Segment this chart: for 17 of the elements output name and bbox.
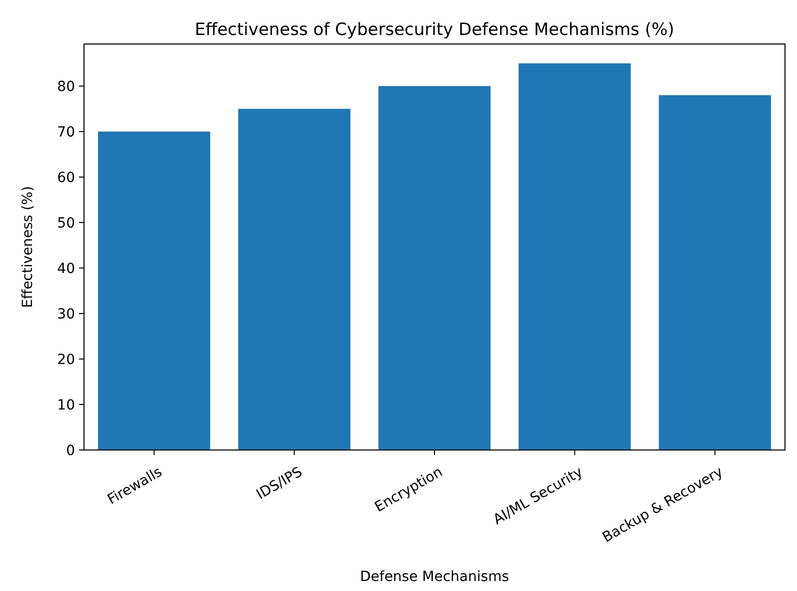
y-tick-label: 40 bbox=[57, 260, 75, 277]
bar bbox=[238, 108, 350, 450]
y-tick-label: 50 bbox=[57, 215, 75, 232]
y-tick-label: 60 bbox=[57, 170, 75, 186]
chart-title: Effectiveness of Cybersecurity Defense Mechanisms (%) bbox=[194, 20, 674, 40]
y-tick-label: 80 bbox=[57, 78, 75, 95]
bar bbox=[98, 132, 210, 450]
y-tick-label: 70 bbox=[57, 124, 75, 140]
y-tick-label: 20 bbox=[57, 352, 75, 368]
x-axis-title: Defense Mechanisms bbox=[360, 569, 509, 585]
y-tick-label: 30 bbox=[57, 306, 75, 322]
bar bbox=[378, 86, 491, 450]
y-axis-title: Effectiveness (%) bbox=[20, 186, 36, 308]
y-tick-label: 0 bbox=[66, 442, 75, 459]
bar bbox=[518, 63, 631, 450]
y-tick-label: 10 bbox=[57, 397, 75, 414]
bar bbox=[658, 95, 771, 450]
